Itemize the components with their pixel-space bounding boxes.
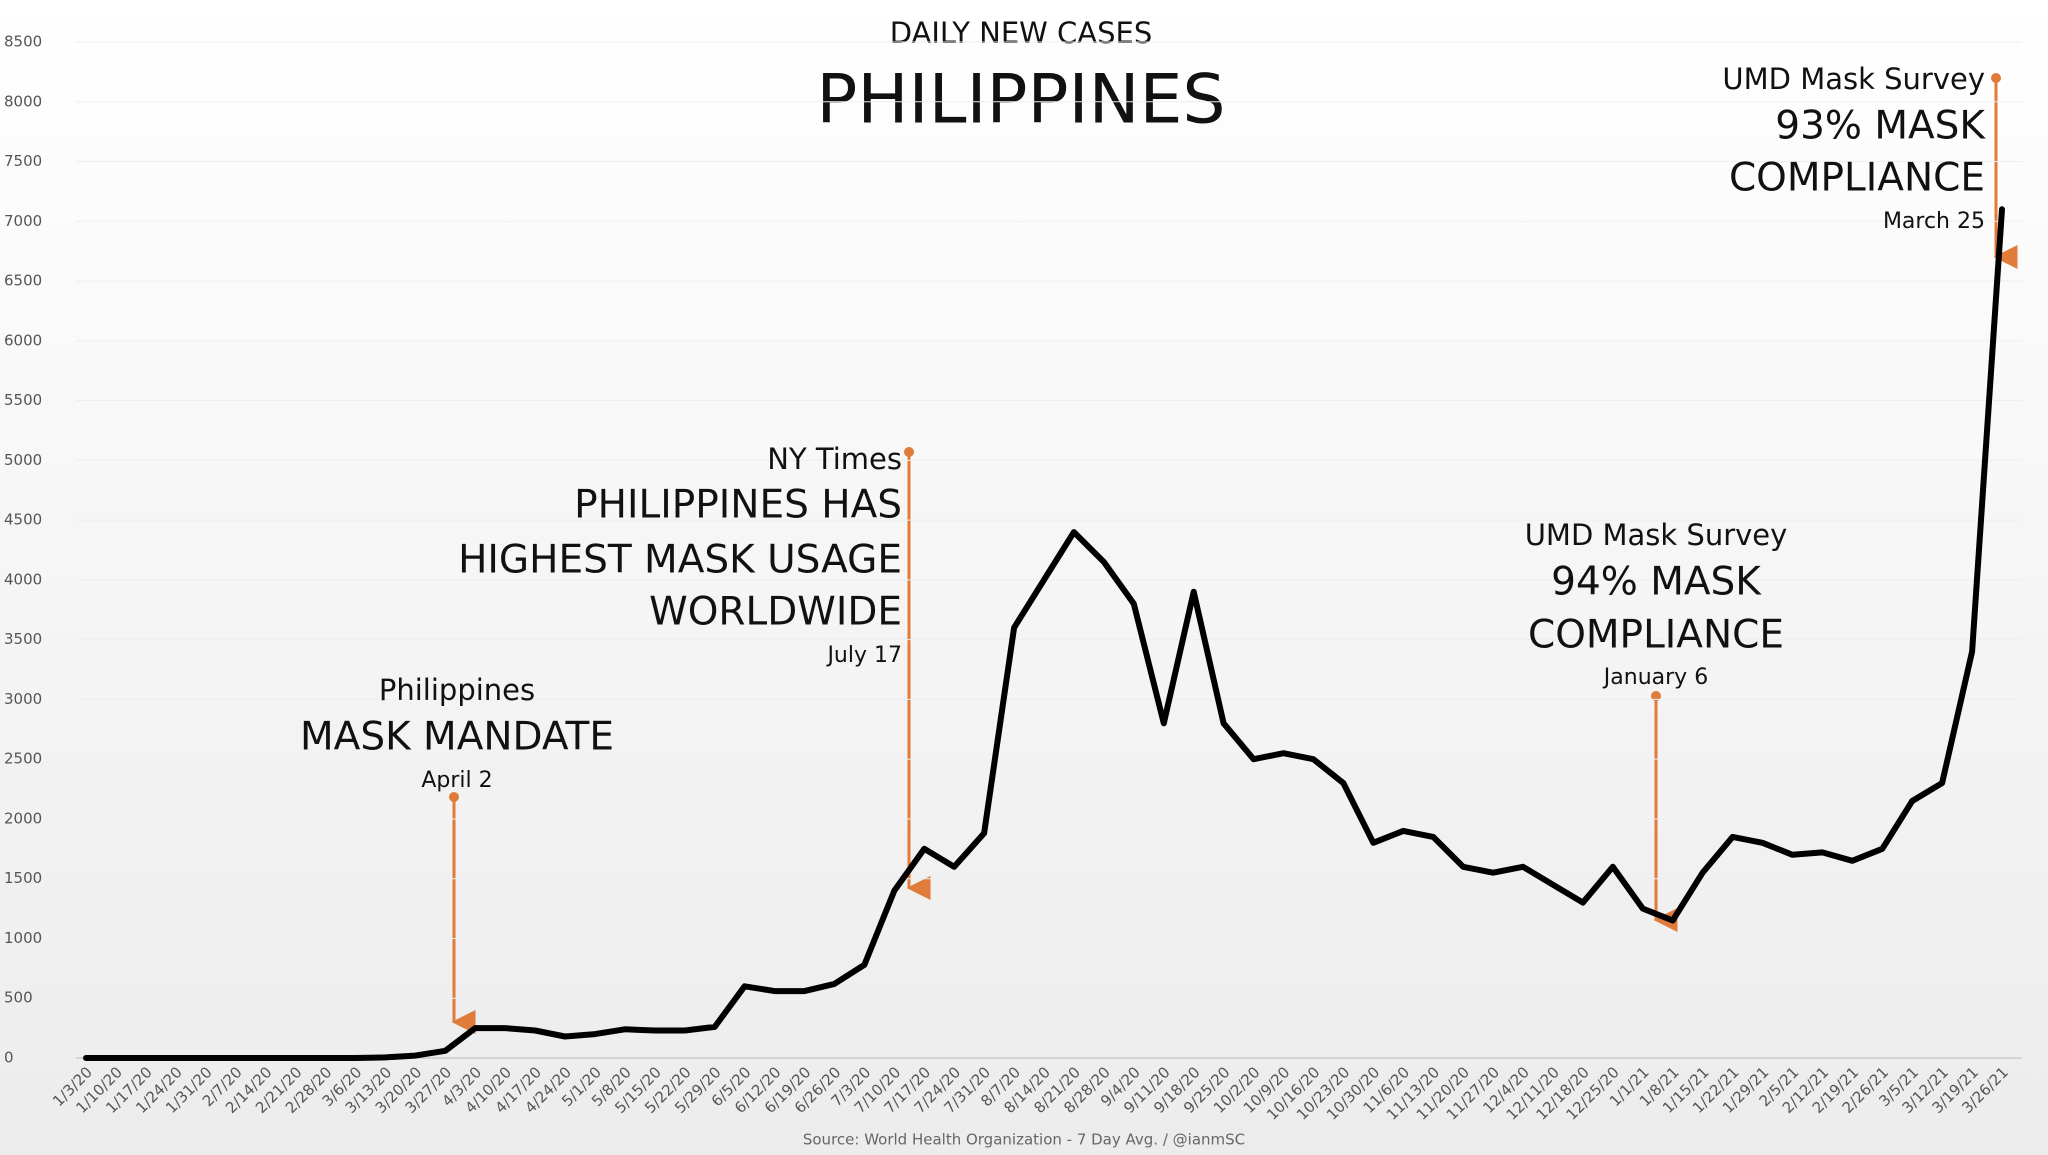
annotation-arrows <box>449 73 2018 1034</box>
annotation-text: WORLDWIDE <box>649 590 902 635</box>
y-tick-label: 6500 <box>4 272 42 290</box>
annotation-text: NY Times <box>767 442 902 476</box>
y-tick-label: 1000 <box>4 929 42 947</box>
annotation-text: COMPLIANCE <box>1729 156 1985 201</box>
y-tick-label: 2000 <box>4 809 42 827</box>
y-tick-label: 4500 <box>4 511 42 529</box>
annotation-text: UMD Mask Survey <box>1722 62 1985 96</box>
y-tick-label: 8000 <box>4 92 42 110</box>
annotation-text: UMD Mask Survey <box>1525 518 1788 552</box>
arrow-dot <box>449 792 459 802</box>
annotation-text: 93% MASK <box>1775 104 1986 149</box>
annotation-text: PHILIPPINES HAS <box>574 483 902 528</box>
annotation-text: MASK MANDATE <box>300 715 614 760</box>
arrow-dot <box>1991 73 2001 83</box>
annotation-text: 94% MASK <box>1551 560 1762 605</box>
chart-title: PHILIPPINES <box>816 61 1225 140</box>
y-tick-label: 500 <box>4 989 33 1007</box>
y-tick-label: 5500 <box>4 391 42 409</box>
line <box>83 206 2005 1061</box>
y-tick-label: 8500 <box>4 33 42 51</box>
y-tick-label: 1500 <box>4 869 42 887</box>
annotation-text: March 25 <box>1883 209 1985 234</box>
source: Source: World Health Organization - 7 Da… <box>803 1131 1245 1149</box>
arrow-dot <box>904 447 914 457</box>
annotation-text: Philippines <box>379 673 535 707</box>
y-tick-label: 2500 <box>4 750 42 768</box>
annotation-text: COMPLIANCE <box>1528 613 1784 658</box>
y-tick-label: 3000 <box>4 690 42 708</box>
annotation-text: HIGHEST MASK USAGE <box>458 538 902 583</box>
y-tick-label: 7000 <box>4 212 42 230</box>
arrow-dot <box>1651 691 1661 701</box>
y-tick-label: 7500 <box>4 152 42 170</box>
annotation-text: April 2 <box>421 768 492 793</box>
y-tick-label: 6000 <box>4 331 42 349</box>
y-tick-label: 5000 <box>4 451 42 469</box>
y-tick-label: 4000 <box>4 570 42 588</box>
annotation-text: January 6 <box>1602 665 1708 690</box>
annotation-text: July 17 <box>825 643 902 668</box>
y-tick-label: 0 <box>4 1049 14 1067</box>
chart-subtitle: DAILY NEW CASES <box>890 16 1153 50</box>
y-tick-label: 3500 <box>4 630 42 648</box>
